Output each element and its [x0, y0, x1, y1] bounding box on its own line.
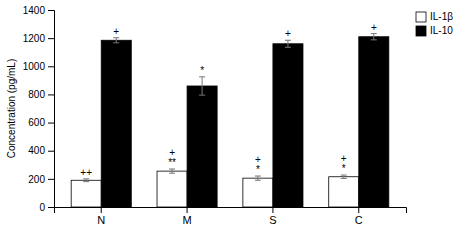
y-tick-mark: [48, 66, 54, 67]
annotation: +: [113, 26, 119, 37]
legend: IL-1β IL-10: [416, 11, 453, 36]
x-axis-line: [55, 208, 407, 214]
x-tick-mark: [358, 207, 359, 213]
y-tick-label: 200: [28, 174, 45, 185]
bar: [101, 40, 131, 207]
y-tick: 200: [28, 174, 54, 185]
error-bar: [255, 176, 261, 180]
annotation: ++: [80, 167, 92, 178]
x-tick: C: [355, 207, 363, 226]
x-tick-label: C: [355, 214, 363, 226]
error-bar: [199, 77, 205, 95]
y-tick-label: 400: [28, 145, 45, 156]
y-tick-mark: [48, 10, 54, 11]
y-tick-label: 0: [39, 202, 45, 213]
y-tick-mark: [48, 38, 54, 39]
y-tick-mark: [48, 207, 54, 208]
plot: 0200400600800100012001400NMSC++**+*+*++*…: [23, 5, 407, 226]
x-tick-mark: [101, 207, 102, 213]
y-axis: 0 200 400 600 800 1000 1200 1400: [23, 5, 55, 213]
y-axis-title: Concentration (pg/mL): [6, 59, 17, 159]
bar: [359, 37, 389, 207]
legend-swatch: [416, 12, 426, 22]
annotation: **: [168, 157, 176, 168]
annotation: *: [256, 164, 260, 175]
annotation: +: [371, 22, 377, 33]
error-bars: [113, 34, 377, 95]
error-bar: [169, 169, 175, 173]
x-tick-label: N: [97, 214, 105, 226]
y-tick-mark: [48, 123, 54, 124]
y-tick-label: 1400: [23, 5, 46, 16]
y-tick-label: 1200: [23, 33, 46, 44]
annotation: +: [255, 154, 261, 165]
annotation: *: [200, 65, 204, 76]
annotations: ++**+*+*++*++: [80, 22, 377, 178]
y-tick-mark: [48, 179, 54, 180]
error-bar: [341, 175, 347, 178]
y-tick: 600: [28, 117, 54, 128]
error-bar: [113, 38, 119, 43]
y-tick-label: 800: [28, 89, 45, 100]
bar: [187, 86, 217, 207]
y-axis-line: [48, 11, 55, 208]
y-tick: 400: [28, 145, 54, 156]
y-tick-label: 600: [28, 117, 45, 128]
y-tick: 1200: [23, 33, 54, 44]
error-bar: [83, 179, 89, 182]
marks: [71, 34, 389, 207]
error-bar: [285, 40, 291, 47]
legend-label: IL-1β: [430, 11, 453, 22]
x-tick-label: M: [182, 214, 191, 226]
y-tick-mark: [48, 151, 54, 152]
chart: 0200400600800100012001400NMSC++**+*+*++*…: [0, 0, 472, 231]
bar: [329, 177, 359, 207]
x-axis: NMSC: [55, 207, 407, 226]
x-tick-label: S: [269, 214, 276, 226]
error-bar: [371, 34, 377, 40]
legend-item: IL-1β: [416, 11, 453, 22]
x-tick: M: [182, 207, 191, 226]
y-tick: 1400: [23, 5, 54, 16]
x-tick: N: [97, 207, 105, 226]
bar: [157, 171, 187, 207]
y-tick-label: 1000: [23, 61, 46, 72]
annotation: +: [285, 28, 291, 39]
y-tick: 800: [28, 89, 54, 100]
series: [101, 34, 389, 207]
annotation: +: [341, 153, 347, 164]
x-tick-mark: [272, 207, 273, 213]
annotation: *: [342, 163, 346, 174]
bar: [243, 178, 273, 207]
y-tick-mark: [48, 94, 54, 95]
legend-label: IL-10: [430, 25, 453, 36]
legend-swatch: [416, 26, 426, 36]
bar: [71, 180, 101, 207]
x-tick-mark: [187, 207, 188, 213]
legend-item: IL-10: [416, 25, 453, 36]
y-tick: 1000: [23, 61, 54, 72]
x-tick: S: [269, 207, 276, 226]
bar: [273, 44, 303, 207]
annotation: +: [169, 147, 175, 158]
y-tick: 0: [39, 202, 54, 213]
